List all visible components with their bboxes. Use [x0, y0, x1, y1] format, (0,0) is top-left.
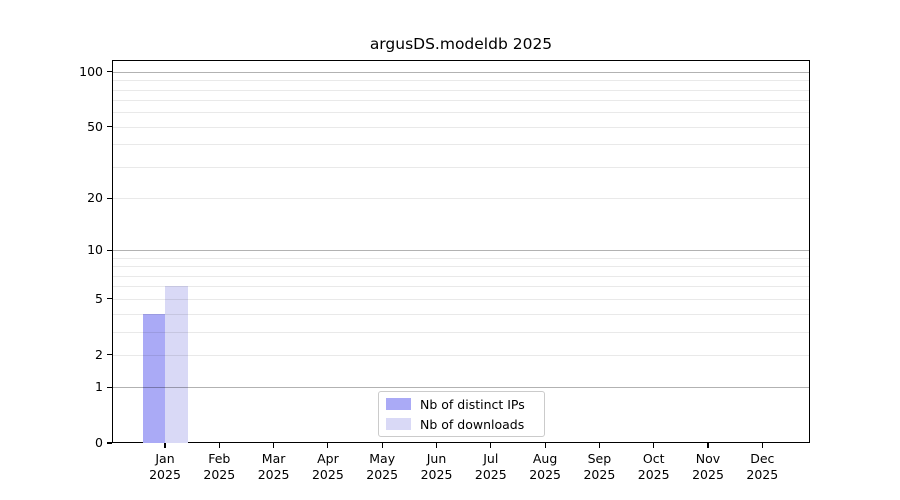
x-tick-year: 2025 — [746, 466, 779, 482]
x-tick-mark — [490, 443, 492, 448]
x-tick-year: 2025 — [149, 466, 181, 482]
legend-item-downloads: Nb of downloads — [386, 414, 544, 434]
gridline-minor — [113, 100, 809, 102]
gridline-major — [113, 250, 809, 252]
x-tick-month: Sep — [587, 451, 612, 466]
x-tick-label: Dec 2025 — [732, 451, 792, 482]
bar-downloads-jan — [165, 286, 188, 443]
x-tick-mark — [273, 443, 275, 448]
gridline-minor — [113, 275, 809, 277]
legend-swatch-downloads — [386, 418, 411, 430]
x-tick-month: Dec — [750, 451, 775, 466]
gridline-minor — [113, 266, 809, 268]
x-tick-year: 2025 — [311, 466, 344, 482]
y-tick-label: 10 — [87, 242, 103, 258]
y-tick-label: 2 — [95, 346, 103, 362]
x-tick-month: Oct — [642, 451, 665, 466]
y-tick-mark — [107, 126, 112, 128]
gridline-minor — [113, 331, 809, 333]
plot-area — [112, 60, 810, 443]
x-tick-label: Jul 2025 — [461, 451, 521, 482]
x-tick-month: Aug — [532, 451, 558, 466]
x-tick-year: 2025 — [257, 466, 290, 482]
x-tick-label: Feb 2025 — [189, 451, 249, 482]
gridline-minor — [113, 198, 809, 200]
x-tick-mark — [707, 443, 709, 448]
x-tick-year: 2025 — [692, 466, 724, 482]
gridline-minor — [113, 126, 809, 128]
x-tick-label: Jan 2025 — [135, 451, 195, 482]
x-tick-mark — [164, 443, 166, 448]
y-tick-mark — [107, 386, 112, 388]
x-tick-mark — [218, 443, 220, 448]
legend-swatch-distinct-ips — [386, 398, 411, 410]
y-tick-mark — [107, 197, 112, 199]
x-tick-mark — [435, 443, 438, 448]
x-tick-month: Apr — [317, 451, 339, 466]
x-tick-month: Feb — [208, 451, 231, 466]
x-tick-month: Jul — [483, 451, 499, 466]
legend-item-distinct-ips: Nb of distinct IPs — [386, 394, 544, 414]
x-tick-label: May 2025 — [352, 451, 412, 482]
gridline-minor — [113, 112, 809, 114]
gridline-minor — [113, 313, 809, 315]
gridline-major — [113, 71, 809, 73]
y-tick-label: 20 — [87, 190, 103, 206]
y-tick-label: 0 — [95, 435, 103, 450]
x-tick-mark — [598, 443, 600, 448]
legend: Nb of distinct IPs Nb of downloads — [378, 391, 545, 437]
chart-title: argusDS.modeldb 2025 — [369, 35, 553, 53]
x-tick-month: Nov — [695, 451, 721, 466]
x-tick-label: Sep 2025 — [569, 451, 629, 482]
gridline-minor — [113, 166, 809, 168]
x-tick-label: Apr 2025 — [298, 451, 358, 482]
legend-label-distinct-ips: Nb of distinct IPs — [420, 396, 525, 412]
y-tick-mark — [107, 71, 112, 73]
y-tick-mark — [107, 354, 112, 356]
legend-label-downloads: Nb of downloads — [420, 416, 525, 432]
y-tick-mark — [107, 249, 112, 251]
y-tick-label: 100 — [79, 63, 103, 79]
y-tick-label: 1 — [95, 379, 103, 395]
x-tick-year: 2025 — [420, 466, 453, 482]
x-tick-label: Jun 2025 — [407, 451, 467, 482]
gridline-minor — [113, 89, 809, 91]
gridline-major — [113, 387, 809, 389]
x-tick-year: 2025 — [637, 466, 670, 482]
x-tick-label: Mar 2025 — [244, 451, 304, 482]
x-tick-year: 2025 — [529, 466, 561, 482]
x-tick-mark — [381, 443, 383, 448]
y-tick-label: 5 — [95, 290, 103, 306]
x-tick-label: Nov 2025 — [678, 451, 738, 482]
x-tick-mark — [544, 443, 546, 448]
x-tick-month: May — [369, 451, 396, 466]
x-tick-year: 2025 — [583, 466, 616, 482]
x-tick-mark — [327, 443, 329, 448]
gridline-minor — [113, 257, 809, 259]
x-tick-year: 2025 — [366, 466, 399, 482]
x-tick-mark — [761, 443, 763, 448]
y-tick-label: 50 — [87, 118, 103, 134]
x-tick-year: 2025 — [203, 466, 236, 482]
gridline-minor — [113, 354, 809, 356]
y-tick-mark — [107, 298, 112, 300]
x-tick-year: 2025 — [474, 466, 507, 482]
x-tick-month: Jun — [426, 451, 447, 466]
x-tick-label: Aug 2025 — [515, 451, 575, 482]
bar-distinct-ips-jan — [142, 313, 165, 443]
gridline-minor — [113, 144, 809, 146]
x-tick-label: Oct 2025 — [624, 451, 684, 482]
gridline-minor — [113, 80, 809, 82]
gridline-minor — [113, 286, 809, 288]
y-tick-mark — [107, 442, 112, 444]
x-tick-mark — [653, 443, 655, 448]
gridline-minor — [113, 298, 809, 300]
x-tick-month: Mar — [261, 451, 286, 466]
x-tick-month: Jan — [155, 451, 175, 466]
